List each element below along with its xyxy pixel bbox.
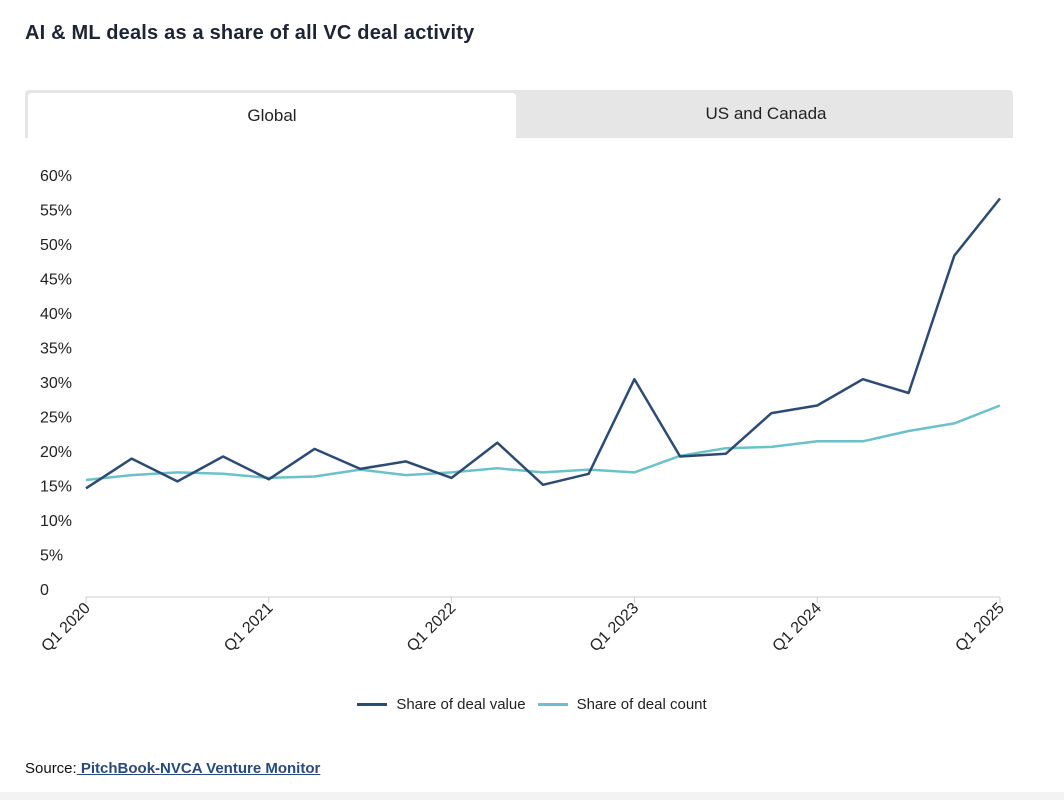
point-deal-value-16[interactable]: [813, 401, 821, 409]
point-deal-value-1[interactable]: [128, 455, 136, 463]
y-tick-label: 50%: [40, 237, 72, 254]
point-deal-count-18[interactable]: [905, 427, 913, 435]
point-deal-value-12[interactable]: [630, 375, 638, 383]
point-deal-value-13[interactable]: [676, 453, 684, 461]
series-line-deal-value[interactable]: [85, 197, 1001, 490]
legend-label-deal-count: Share of deal count: [576, 696, 707, 713]
point-deal-value-14[interactable]: [722, 450, 730, 458]
x-tick-label: Q1 2025: [952, 600, 1007, 655]
point-deal-count-1[interactable]: [128, 471, 136, 479]
legend-item-deal-count[interactable]: Share of deal count: [537, 696, 707, 713]
x-tick-label: Q1 2024: [770, 600, 825, 655]
point-deal-count-15[interactable]: [768, 443, 776, 451]
chart-title: AI & ML deals as a share of all VC deal …: [25, 22, 475, 44]
legend-swatch-deal-count: [537, 703, 568, 706]
y-tick-label: 0: [40, 582, 49, 599]
chart-series: [82, 194, 1004, 492]
x-tick-label: Q1 2020: [38, 600, 93, 655]
legend-label-deal-value: Share of deal value: [396, 696, 526, 713]
y-tick-label: 55%: [40, 203, 72, 220]
point-deal-count-5[interactable]: [311, 473, 319, 481]
point-deal-count-10[interactable]: [539, 468, 547, 476]
tab-global[interactable]: Global: [28, 93, 516, 138]
point-deal-value-7[interactable]: [402, 457, 410, 465]
point-deal-value-9[interactable]: [493, 439, 501, 447]
point-deal-value-0[interactable]: [82, 484, 90, 492]
point-deal-count-9[interactable]: [493, 464, 501, 472]
point-deal-count-0[interactable]: [82, 476, 90, 484]
y-tick-label: 30%: [40, 375, 72, 392]
x-tick-label: Q1 2023: [587, 600, 642, 655]
legend-item-deal-value[interactable]: Share of deal value: [357, 696, 526, 713]
point-deal-value-18[interactable]: [905, 389, 913, 397]
source-link[interactable]: PitchBook-NVCA Venture Monitor: [76, 760, 321, 777]
source-prefix: Source:: [25, 760, 77, 777]
point-deal-value-10[interactable]: [539, 481, 547, 489]
point-deal-value-2[interactable]: [173, 477, 181, 485]
point-deal-count-16[interactable]: [813, 437, 821, 445]
point-deal-value-8[interactable]: [448, 474, 456, 482]
x-tick-label: Q1 2022: [404, 600, 459, 655]
point-deal-value-6[interactable]: [356, 465, 364, 473]
point-deal-count-17[interactable]: [859, 437, 867, 445]
point-deal-value-4[interactable]: [265, 475, 273, 483]
point-deal-count-12[interactable]: [630, 468, 638, 476]
y-tick-label: 25%: [40, 410, 72, 427]
page-footer-strip: [0, 792, 1064, 800]
y-tick-label: 10%: [40, 513, 72, 530]
point-deal-value-19[interactable]: [950, 252, 958, 260]
point-deal-value-5[interactable]: [311, 445, 319, 453]
point-deal-count-19[interactable]: [950, 419, 958, 427]
source-note: Source: PitchBook-NVCA Venture Monitor: [25, 760, 320, 777]
y-tick-label: 40%: [40, 306, 72, 323]
y-tick-label: 60%: [40, 168, 72, 185]
line-chart: 0 5% 10% 15% 20% 25% 30% 35% 40% 45% 50% 55% 60% Q1 …: [38, 168, 1008, 655]
point-deal-count-20[interactable]: [996, 401, 1004, 409]
y-tick-label: 15%: [40, 479, 72, 496]
series-line-deal-count[interactable]: [85, 404, 1001, 482]
chart-legend: Share of deal value Share of deal count: [0, 696, 1064, 713]
point-deal-value-11[interactable]: [585, 470, 593, 478]
tab-us-and-canada[interactable]: US and Canada: [705, 104, 827, 123]
y-tick-label: 20%: [40, 444, 72, 461]
point-deal-count-2[interactable]: [173, 468, 181, 476]
y-axis: 0 5% 10% 15% 20% 25% 30% 35% 40% 45% 50% 55% 60%: [40, 168, 72, 599]
y-tick-label: 35%: [40, 341, 72, 358]
point-deal-value-20[interactable]: [996, 194, 1004, 202]
y-tick-label: 5%: [40, 548, 63, 565]
point-deal-value-3[interactable]: [219, 453, 227, 461]
y-tick-label: 45%: [40, 272, 72, 289]
x-tick-label: Q1 2021: [221, 600, 276, 655]
x-axis: Q1 2020 Q1 2021 Q1 2022 Q1 2023 Q1 2024 Q1 20…: [38, 596, 1008, 655]
point-deal-count-7[interactable]: [402, 471, 410, 479]
point-deal-value-17[interactable]: [859, 375, 867, 383]
point-deal-value-15[interactable]: [768, 409, 776, 417]
tab-bar: Global US and Canada: [25, 90, 1013, 138]
point-deal-count-3[interactable]: [219, 470, 227, 478]
legend-swatch-deal-value: [357, 703, 388, 706]
